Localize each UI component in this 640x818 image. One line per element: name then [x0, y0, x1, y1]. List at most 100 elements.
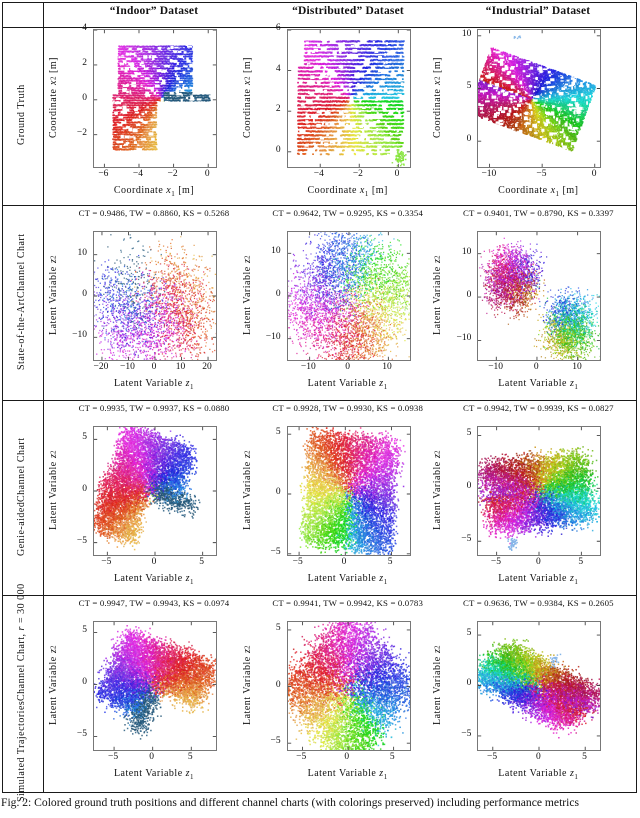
x-tick-label: 0	[151, 362, 157, 372]
x-tick-label: −5	[296, 752, 307, 762]
plot-box	[477, 231, 602, 361]
plot-cell-r2c0: CT = 0.9935, TW = 0.9937, KS = 0.0880 Lat…	[42, 399, 241, 594]
plot-box	[286, 426, 411, 556]
y-tick-label: 5	[82, 625, 87, 636]
plot-box	[93, 426, 217, 556]
plot-box	[286, 231, 411, 361]
x-axis-label: Coordinate x1 [m]	[113, 185, 195, 198]
y-tick-label: 10	[461, 28, 472, 39]
y-tick-label: −10	[265, 331, 281, 342]
x-tick-label: 20	[202, 362, 212, 372]
x-tick-label: 0	[535, 557, 541, 567]
row-divider-3	[3, 595, 636, 597]
plot-box	[286, 29, 411, 168]
y-tick-label: 2	[82, 57, 87, 68]
row-divider-2	[3, 400, 636, 402]
y-tick-label: 0	[275, 144, 281, 155]
y-tick-label: −5	[76, 729, 87, 740]
y-tick-label: 0	[466, 481, 472, 492]
x-axis-label: Coordinate x1 [m]	[307, 185, 388, 198]
plot-box	[477, 621, 602, 751]
row-label-2: Genie-aided Channel Chart	[16, 437, 27, 556]
x-tick-label: 5	[582, 752, 587, 762]
scatter-canvas-r1c2	[478, 232, 601, 360]
x-tick-label: −20	[93, 362, 109, 372]
scatter-canvas-r3c2	[478, 622, 601, 750]
plot-cell-r2c1: CT = 0.9928, TW = 0.9930, KS = 0.0938 Lat…	[241, 399, 440, 594]
y-tick-label: 5	[275, 622, 281, 633]
plot-cell-r3c1: CT = 0.9941, TW = 0.9942, KS = 0.0783 Lat…	[241, 594, 440, 791]
y-tick-label: 5	[466, 628, 472, 639]
plot-cell-r2c2: CT = 0.9942, TW = 0.9939, KS = 0.0827 Lat…	[432, 399, 638, 594]
plot-box	[286, 621, 411, 751]
metrics-line: CT = 0.9486, TW = 0.8860, KS = 0.5268	[78, 208, 230, 218]
plot-cell-r1c1: CT = 0.9642, TW = 0.9295, KS = 0.3354 Lat…	[241, 204, 440, 399]
x-tick-label: −5	[536, 169, 547, 179]
figure-caption: Fig. 2: Colored ground truth positions a…	[1, 796, 580, 809]
x-tick-label: −10	[120, 362, 135, 372]
plot-cell-r3c2: CT = 0.9636, TW = 0.9384, KS = 0.2605 Lat…	[432, 594, 638, 791]
x-tick-label: −10	[300, 362, 316, 372]
y-tick-label: 0	[82, 92, 87, 103]
column-header-distributed: “Distributed” Dataset	[292, 5, 404, 17]
x-tick-label: 5	[578, 557, 584, 567]
scatter-canvas-r0c1	[287, 30, 410, 167]
x-tick-label: −6	[98, 169, 109, 179]
x-tick-label: 10	[572, 362, 582, 372]
y-tick-label: 5	[275, 427, 281, 438]
x-axis-label: Latent Variable z1	[307, 378, 388, 391]
metrics-line: CT = 0.9942, TW = 0.9939, KS = 0.0827	[462, 403, 614, 413]
y-tick-label: 0	[82, 677, 87, 688]
x-tick-label: 0	[341, 557, 347, 567]
metrics-line: CT = 0.9947, TW = 0.9943, KS = 0.0974	[78, 598, 230, 608]
x-tick-label: −2	[352, 169, 363, 179]
y-tick-label: 10	[77, 247, 88, 258]
scatter-canvas-r0c0	[94, 30, 216, 167]
y-tick-label: 0	[82, 289, 87, 299]
x-tick-label: −5	[108, 752, 119, 762]
y-tick-label: 0	[466, 290, 472, 301]
x-tick-label: −5	[490, 557, 501, 567]
x-tick-label: −2	[167, 169, 178, 179]
x-tick-label: 0	[204, 169, 210, 179]
plot-cell-r1c2: CT = 0.9401, TW = 0.8790, KS = 0.3397 Lat…	[432, 204, 638, 399]
plot-box	[93, 29, 217, 168]
row-label-0: Ground Truth	[16, 84, 27, 146]
y-tick-label: 0	[275, 679, 281, 690]
scatter-canvas-r2c2	[478, 427, 601, 555]
x-tick-label: −5	[487, 752, 498, 762]
x-axis-label: Latent Variable z1	[498, 573, 579, 586]
metrics-line: CT = 0.9642, TW = 0.9295, KS = 0.3354	[272, 208, 423, 218]
x-tick-label: 0	[394, 169, 400, 179]
y-tick-label: 10	[271, 246, 281, 257]
scatter-canvas-r2c1	[287, 427, 410, 555]
figure-table-border	[2, 2, 637, 793]
x-tick-label: −5	[101, 557, 112, 567]
x-tick-label: −10	[488, 362, 504, 372]
y-tick-label: −5	[461, 534, 472, 545]
y-tick-label: −10	[72, 330, 87, 341]
label-column-divider	[43, 3, 45, 792]
x-tick-label: 0	[344, 752, 350, 762]
x-axis-label: Latent Variable z1	[307, 573, 388, 586]
y-tick-label: 5	[466, 428, 472, 439]
scatter-canvas-r3c0	[94, 622, 216, 750]
column-header-indoor: “Indoor” Dataset	[109, 5, 199, 17]
scatter-canvas-r2c0	[94, 427, 216, 555]
column-header-industrial: “Industrial” Dataset	[485, 5, 591, 17]
header-divider	[3, 27, 636, 29]
y-tick-label: 0	[275, 289, 281, 299]
y-tick-label: 0	[275, 486, 281, 497]
x-tick-label: 0	[533, 362, 539, 372]
plot-box	[93, 621, 217, 751]
x-tick-label: 0	[345, 362, 351, 372]
y-tick-label: 5	[82, 432, 87, 443]
y-tick-label: −5	[76, 535, 87, 546]
y-tick-label: 10	[461, 246, 472, 257]
y-tick-label: 2	[275, 104, 281, 115]
y-tick-label: 5	[466, 81, 472, 92]
